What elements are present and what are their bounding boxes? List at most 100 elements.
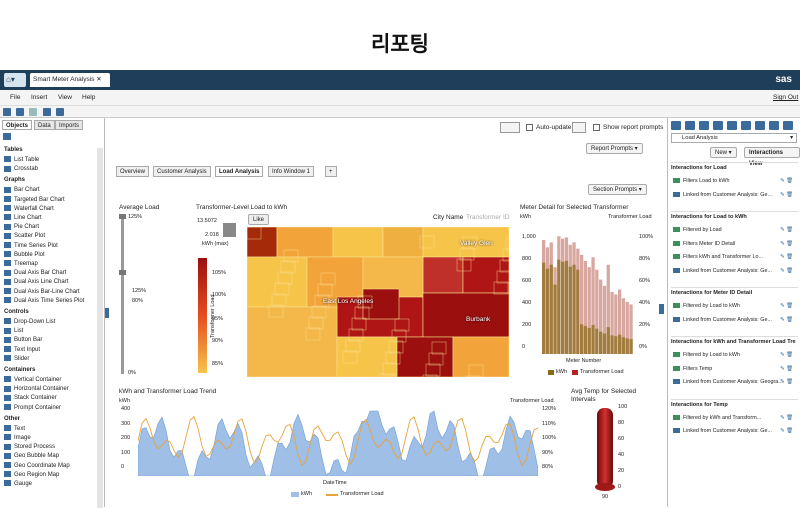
home-button[interactable]: ⌂▾ [4,73,26,87]
meter-load-bar[interactable] [625,301,629,354]
treemap-tile[interactable] [332,227,384,258]
meter-kwh-bar[interactable] [606,327,610,354]
object-item[interactable]: Dual Axis Bar-Line Chart [4,288,80,297]
meter-load-bar[interactable] [591,257,595,354]
panel-tool-icon[interactable] [685,121,695,130]
meter-load-bar[interactable] [580,254,584,354]
meter-kwh-bar[interactable] [618,334,622,354]
tab-info-window[interactable]: Info Window 1 [268,166,315,177]
object-item[interactable]: Stored Process [4,443,55,452]
interaction-item[interactable]: Filters Meter ID Detail ✎ 🗑 [673,241,798,247]
treemap-tile[interactable] [336,336,398,377]
panel-tool-icon[interactable] [671,121,681,130]
object-item[interactable]: Vertical Container [4,376,61,385]
meter-chart[interactable] [542,226,634,354]
refresh-icon[interactable] [572,122,586,133]
meter-kwh-bar[interactable] [542,262,546,354]
object-item[interactable]: Line Chart [4,214,42,223]
panel-tool-icon[interactable] [783,121,793,130]
meter-kwh-bar[interactable] [564,260,569,354]
treemap-tile[interactable] [247,306,338,377]
meter-load-bar[interactable] [629,304,633,354]
meter-load-bar[interactable] [621,298,626,354]
meter-kwh-bar[interactable] [629,339,633,354]
print-icon[interactable] [43,108,51,116]
edit-delete-icons[interactable]: ✎ 🗑 [780,303,793,309]
object-item[interactable]: Gauge [4,480,32,489]
like-button[interactable]: Like [248,214,270,225]
treemap-tile[interactable] [382,227,424,258]
meter-kwh-bar[interactable] [553,284,557,354]
email-icon[interactable] [56,108,64,116]
meter-kwh-bar[interactable] [621,337,626,354]
object-item[interactable]: Prompt Container [4,404,61,413]
meter-load-bar[interactable] [606,264,610,354]
tab-customer-analysis[interactable]: Customer Analysis [153,166,211,177]
object-item[interactable]: Pie Chart [4,223,39,232]
meter-kwh-bar[interactable] [545,268,550,354]
tab-data[interactable]: Data [34,120,55,130]
collapse-right-arrow[interactable] [659,304,664,314]
treemap-tile[interactable] [452,336,509,377]
interaction-item[interactable]: Linked from Customer Analysis: Ge... ✎ 🗑 [673,428,798,434]
meter-kwh-bar[interactable] [561,261,565,354]
interaction-item[interactable]: Filtered by Load ✎ 🗑 [673,227,798,233]
meter-kwh-bar[interactable] [549,264,553,354]
object-item[interactable]: Bar Chart [4,186,40,195]
panel-tool-icon[interactable] [741,121,751,130]
object-item[interactable]: Crosstab [4,165,38,174]
object-item[interactable]: Horizontal Container [4,385,69,394]
meter-load-bar[interactable] [587,267,591,354]
treemap-tile[interactable] [247,256,308,308]
left-scrollbar[interactable] [97,148,103,508]
interaction-item[interactable]: Filters kWh and Transformer Lo... ✎ 🗑 [673,254,798,260]
add-tab-button[interactable]: + [325,166,337,177]
meter-load-bar[interactable] [595,269,599,354]
edit-delete-icons[interactable]: ✎ 🗑 [780,191,793,198]
interaction-item[interactable]: Linked from Customer Analysis: Geogra...… [673,379,798,385]
meter-kwh-bar[interactable] [557,259,561,354]
edit-delete-icons[interactable]: ✎ 🗑 [780,352,793,358]
meter-kwh-bar[interactable] [602,333,607,354]
tab-imports[interactable]: Imports [55,120,84,130]
show-prompts-checkbox[interactable] [593,124,600,131]
treemap-tile[interactable] [422,292,509,338]
report-tab[interactable]: Smart Meter Analysis ✕ [30,73,110,87]
object-item[interactable]: Text Input [4,346,40,355]
treemap-tile[interactable] [462,256,509,294]
meter-load-bar[interactable] [583,261,588,354]
section-selector[interactable]: Load Analysis ▾ [671,133,797,143]
collapse-left-arrow[interactable] [105,308,109,318]
panel-tool-icon[interactable] [727,121,737,130]
meter-load-bar[interactable] [599,279,603,354]
interaction-item[interactable]: Filtered by Load to kWh ✎ 🗑 [673,352,798,358]
treemap[interactable] [247,227,509,377]
meter-kwh-bar[interactable] [610,335,614,354]
meter-load-bar[interactable] [618,289,622,354]
new-interaction-button[interactable]: New ▾ [710,147,737,158]
report-prompts-button[interactable]: Report Prompts ▾ [586,143,643,154]
meter-load-bar[interactable] [602,285,607,354]
treemap-tile[interactable] [276,227,334,258]
edit-delete-icons[interactable]: ✎ 🗑 [780,178,793,184]
section-prompts-button[interactable]: Section Prompts ▾ [588,184,647,195]
edit-delete-icons[interactable]: ✎ 🗑 [780,379,793,385]
object-item[interactable]: Targeted Bar Chart [4,196,65,205]
object-item[interactable]: Scatter Plot [4,232,45,241]
edit-delete-icons[interactable]: ✎ 🗑 [780,365,793,372]
layout-icon[interactable] [500,122,520,133]
avg-load-handle-min[interactable] [119,270,126,275]
object-item[interactable]: Bubble Plot [4,251,45,260]
edit-delete-icons[interactable]: ✎ 🗑 [780,316,793,323]
meter-load-bar[interactable] [610,292,614,354]
panel-tool-icon[interactable] [713,121,723,130]
save-icon[interactable] [29,108,37,116]
meter-kwh-bar[interactable] [595,328,599,354]
object-item[interactable]: Drop-Down List [4,318,55,327]
menu-file[interactable]: File [10,94,21,101]
interaction-item[interactable]: Filters Temp ✎ 🗑 [673,366,798,372]
menu-help[interactable]: Help [82,94,96,101]
panel-tool-icon[interactable] [769,121,779,130]
open-icon[interactable] [16,108,24,116]
meter-kwh-bar[interactable] [599,331,603,354]
